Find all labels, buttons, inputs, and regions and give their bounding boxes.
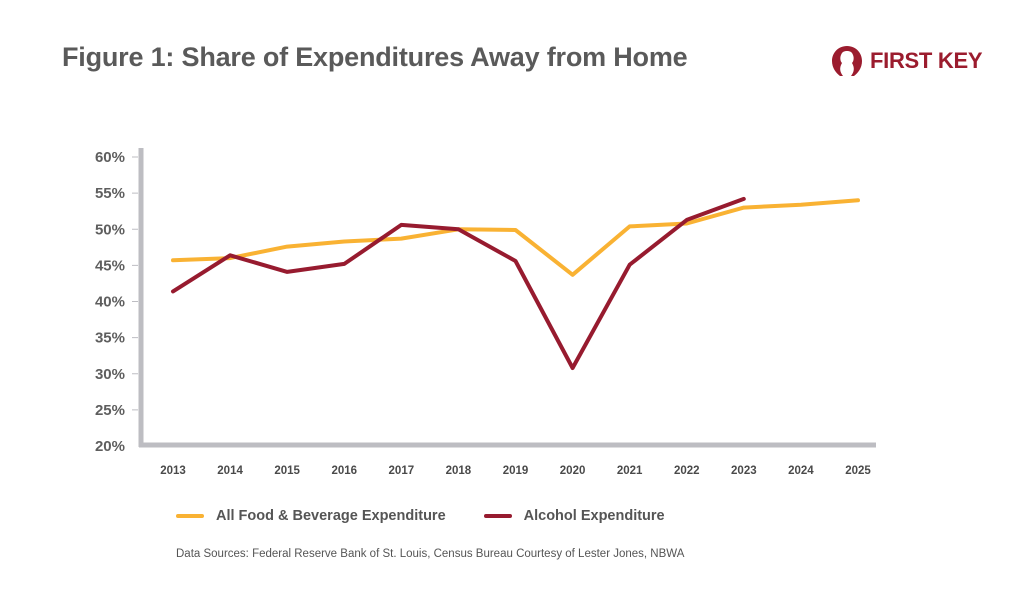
- logo-text: FIRST KEY: [870, 48, 983, 73]
- keyhole-icon: [832, 46, 862, 76]
- x-tick-label: 2019: [503, 465, 529, 477]
- data-source-note: Data Sources: Federal Reserve Bank of St…: [176, 548, 685, 560]
- x-tick-label: 2021: [617, 465, 643, 477]
- x-tick-label: 2022: [674, 465, 700, 477]
- legend: All Food & Beverage Expenditure Alcohol …: [176, 508, 703, 524]
- y-tick-label: 60%: [95, 149, 125, 166]
- x-tick-label: 2016: [331, 465, 357, 477]
- y-tick-label: 25%: [95, 402, 125, 419]
- x-tick-label: 2018: [446, 465, 472, 477]
- x-axis-labels: 2013 2014 2015 2016 2017 2018 2019 2020 2021 2022…: [160, 465, 871, 477]
- y-axis-ticks: [132, 156, 138, 411]
- y-tick-label: 35%: [95, 330, 125, 347]
- x-tick-label: 2020: [560, 465, 586, 477]
- y-axis-labels: 20% 25% 30% 35% 40% 45% 50% 55% 60%: [95, 149, 125, 455]
- series-line-alcohol: [171, 196, 746, 370]
- y-tick-label: 20%: [95, 438, 125, 455]
- legend-item-alcohol: Alcohol Expenditure: [483, 508, 665, 524]
- x-tick-label: 2013: [160, 465, 186, 477]
- y-tick-label: 40%: [95, 294, 125, 311]
- x-tick-label: 2015: [274, 465, 300, 477]
- legend-label-food: All Food & Beverage Expenditure: [216, 508, 446, 524]
- x-tick-label: 2025: [845, 465, 871, 477]
- line-chart: 20% 25% 30% 35% 40% 45% 50% 55% 60% 2013 2014 2015…: [95, 148, 876, 477]
- legend-swatch-food: [176, 514, 204, 518]
- legend-item-food: All Food & Beverage Expenditure: [176, 508, 446, 524]
- x-tick-label: 2023: [731, 465, 757, 477]
- y-tick-label: 45%: [95, 257, 125, 274]
- brand-logo: FIRST KEY: [830, 44, 983, 78]
- x-tick-label: 2014: [217, 465, 243, 477]
- chart-title: Figure 1: Share of Expenditures Away fro…: [62, 42, 688, 72]
- x-tick-label: 2017: [389, 465, 415, 477]
- y-tick-label: 55%: [95, 185, 125, 202]
- y-tick-label: 50%: [95, 221, 125, 238]
- legend-label-alcohol: Alcohol Expenditure: [523, 508, 665, 524]
- series-line-food: [171, 198, 860, 277]
- y-tick-label: 30%: [95, 366, 125, 383]
- legend-swatch-alcohol: [483, 514, 512, 518]
- x-tick-label: 2024: [788, 465, 814, 477]
- series-layer: [171, 196, 860, 370]
